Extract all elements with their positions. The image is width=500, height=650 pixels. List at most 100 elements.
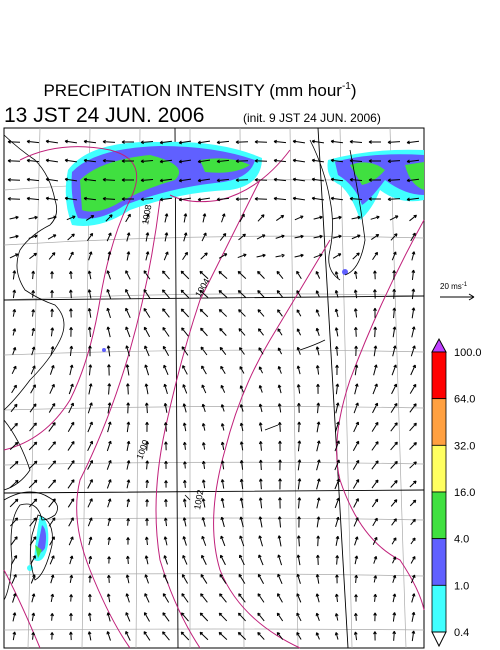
wind-arrow [68, 402, 74, 414]
wind-arrow [258, 440, 263, 451]
wind-field [7, 139, 420, 642]
wind-arrow [296, 573, 301, 584]
wind-arrow [162, 308, 170, 318]
wind-arrow [87, 307, 92, 318]
wind-arrow [218, 612, 228, 622]
wind-arrow [143, 307, 151, 318]
wind-arrow [373, 631, 377, 641]
wind-arrow [145, 518, 149, 526]
wind-arrow [121, 197, 135, 201]
wind-arrow [277, 535, 282, 547]
wind-arrow [334, 346, 339, 356]
wind-arrow [87, 479, 93, 489]
colorbar-label: 16.0 [454, 487, 475, 499]
wind-arrow [257, 214, 265, 222]
wind-arrow [26, 158, 40, 163]
wind-arrow [273, 177, 287, 182]
wind-arrow [83, 196, 97, 201]
wind-arrow [88, 536, 93, 546]
wind-arrow [237, 270, 247, 279]
wind-arrow [276, 612, 284, 622]
wind-arrow [144, 536, 149, 546]
wind-arrow [180, 289, 190, 299]
wind-arrow [334, 478, 340, 490]
wind-arrow [28, 441, 38, 451]
wind-arrow [12, 346, 17, 355]
wind-arrow [239, 213, 245, 223]
wind-arrow [411, 251, 416, 261]
wind-arrow [239, 516, 244, 528]
wind-arrow [9, 498, 19, 508]
wind-arrow [102, 139, 116, 144]
wind-arrow [391, 364, 397, 376]
wind-arrow [201, 403, 206, 413]
wind-arrow [371, 441, 379, 451]
wind-arrow [330, 196, 344, 201]
wind-arrow [392, 574, 397, 583]
wind-arrow [180, 270, 190, 280]
wind-arrow [354, 594, 358, 602]
wind-arrow [144, 402, 149, 414]
wind-arrow [64, 196, 78, 201]
wind-arrow [354, 364, 359, 376]
wind-arrow [200, 574, 208, 584]
wind-arrow [239, 385, 244, 393]
wind-arrow [178, 197, 192, 202]
wind-arrow [159, 140, 173, 145]
wind-arrow [50, 308, 54, 318]
wind-arrow [334, 290, 339, 298]
wind-arrow [28, 498, 38, 508]
wind-arrow [239, 404, 244, 412]
wind-arrow [162, 612, 170, 622]
wind-arrow [235, 140, 249, 145]
wind-arrow [370, 215, 380, 220]
wind-arrow [7, 196, 21, 201]
wind-arrow [354, 383, 359, 395]
wind-arrow [273, 139, 287, 144]
wind-arrow [216, 159, 230, 164]
wind-arrow [218, 253, 228, 259]
wind-arrow [411, 288, 416, 300]
wind-arrow [31, 612, 36, 622]
wind-arrow [50, 290, 54, 298]
wind-arrow [239, 460, 244, 470]
wind-arrow [296, 593, 302, 603]
wind-arrow [277, 365, 282, 374]
wind-arrow [11, 574, 17, 584]
wind-arrow [411, 611, 416, 622]
wind-arrow [387, 197, 401, 202]
wind-arrow [349, 196, 363, 201]
wind-arrow [316, 421, 321, 433]
wind-arrow [410, 574, 416, 584]
wind-arrow [218, 308, 228, 317]
wind-arrow [201, 232, 207, 242]
wind-arrow [64, 158, 78, 163]
wind-arrow [373, 364, 378, 376]
wind-arrow [238, 554, 245, 566]
colorbar-segment [431, 491, 447, 540]
wind-arrow [316, 497, 321, 509]
wind-arrow [316, 478, 321, 490]
colorbar-label: 0.4 [454, 627, 469, 639]
wind-arrow [391, 251, 397, 261]
wind-arrow [353, 498, 359, 508]
wind-arrow [180, 308, 190, 318]
wind-arrow [31, 290, 36, 298]
wind-arrow [371, 460, 379, 470]
wind-arrow [353, 421, 360, 433]
wind-arrow [334, 421, 340, 433]
wind-arrow [107, 556, 111, 564]
wind-arrow [180, 631, 190, 641]
wind-arrow [67, 421, 75, 433]
wind-arrow [201, 460, 206, 469]
wind-arrow [216, 197, 230, 202]
wind-arrow [125, 612, 131, 622]
wind-arrow [106, 631, 111, 641]
wind-arrow [258, 535, 263, 547]
wind-arrow [406, 197, 420, 202]
wind-arrow [182, 441, 187, 450]
wind-arrow [391, 518, 397, 526]
wind-arrow [351, 234, 361, 240]
wind-arrow [410, 518, 416, 526]
wind-arrow [83, 177, 97, 182]
